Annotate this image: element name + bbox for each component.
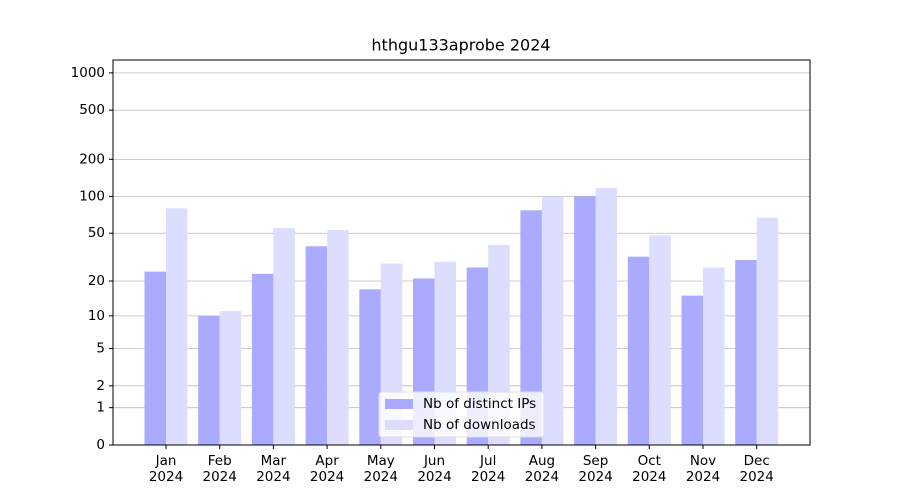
bar bbox=[251, 273, 274, 445]
x-tick-label: Jul 2024 bbox=[471, 453, 506, 485]
x-tick-label: Oct 2024 bbox=[632, 453, 667, 485]
x-tick-label: Nov 2024 bbox=[685, 453, 721, 485]
bar bbox=[703, 267, 725, 445]
legend-swatch bbox=[385, 420, 413, 430]
x-tick-label: Jan 2024 bbox=[148, 453, 184, 485]
bar bbox=[219, 311, 242, 445]
plot-frame bbox=[112, 59, 811, 446]
y-tick-label: 200 bbox=[79, 151, 105, 167]
bar bbox=[359, 289, 381, 445]
chart-title: hthgu133aprobe 2024 bbox=[371, 36, 550, 55]
legend-label: Nb of downloads bbox=[423, 417, 536, 433]
legend-swatch bbox=[385, 399, 413, 409]
legend-label: Nb of distinct IPs bbox=[423, 396, 536, 412]
y-tick-label: 5 bbox=[96, 340, 105, 356]
bar bbox=[756, 217, 779, 445]
y-tick-label: 2 bbox=[96, 378, 105, 394]
x-tick-label: Sep 2024 bbox=[578, 453, 613, 485]
bar bbox=[574, 196, 596, 445]
bar bbox=[541, 196, 564, 445]
bar bbox=[273, 228, 295, 445]
bar bbox=[520, 210, 542, 445]
y-tick-label: 20 bbox=[88, 273, 105, 289]
x-tick-label: Mar 2024 bbox=[256, 453, 291, 485]
y-tick-label: 1 bbox=[96, 400, 105, 416]
bar bbox=[735, 260, 757, 445]
y-tick-label: 500 bbox=[79, 102, 105, 118]
bar bbox=[681, 295, 703, 445]
x-tick-label: Jun 2024 bbox=[417, 453, 452, 485]
y-tick-label: 1000 bbox=[71, 65, 105, 81]
y-tick-label: 50 bbox=[88, 225, 105, 241]
bar bbox=[327, 230, 349, 445]
bar bbox=[595, 188, 618, 445]
y-tick-label: 0 bbox=[96, 437, 105, 453]
bar bbox=[649, 235, 671, 445]
legend: Nb of distinct IPs Nb of downloads bbox=[378, 391, 545, 438]
x-tick-label: Feb 2024 bbox=[202, 453, 237, 485]
x-tick-label: Apr 2024 bbox=[309, 453, 345, 485]
bar bbox=[144, 271, 166, 445]
bar bbox=[166, 208, 188, 445]
bar bbox=[305, 246, 328, 445]
bar bbox=[198, 315, 220, 445]
legend-box bbox=[378, 391, 545, 438]
bar bbox=[627, 256, 650, 445]
y-tick-label: 100 bbox=[79, 188, 105, 204]
x-tick-label: May 2024 bbox=[363, 453, 398, 485]
x-tick-label: Aug 2024 bbox=[524, 453, 560, 485]
y-tick-label: 10 bbox=[88, 308, 105, 324]
x-tick-label: Dec 2024 bbox=[739, 453, 774, 485]
